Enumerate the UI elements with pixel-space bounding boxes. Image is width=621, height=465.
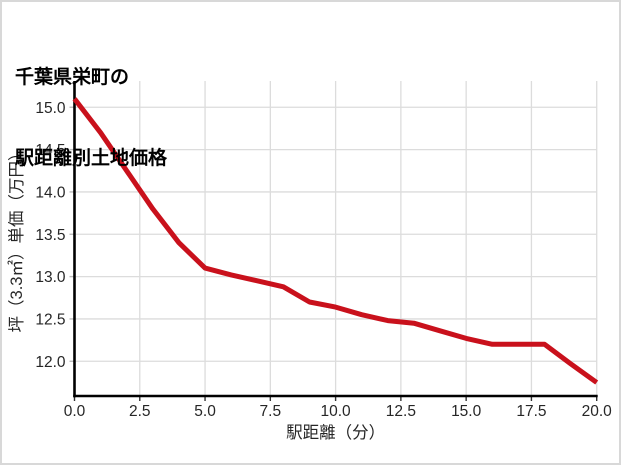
x-tick-label: 2.5: [129, 403, 151, 420]
x-tick-label: 7.5: [260, 403, 282, 420]
x-tick-label: 12.5: [386, 403, 416, 420]
x-tick-label: 5.0: [194, 403, 216, 420]
x-tick-label: 0.0: [64, 403, 86, 420]
chart-title: 千葉県栄町の 駅距離別土地価格: [15, 10, 167, 226]
chart-title-line1: 千葉県栄町の: [15, 67, 130, 88]
y-tick-label: 15.0: [35, 100, 66, 117]
y-tick-label: 13.0: [35, 269, 66, 286]
x-tick-label: 17.5: [516, 403, 546, 420]
y-tick-label: 13.5: [35, 227, 65, 244]
x-tick-label: 15.0: [451, 403, 482, 420]
x-tick-label: 20.0: [582, 403, 613, 420]
chart-title-line2: 駅距離別土地価格: [15, 148, 168, 169]
x-axis-title: 駅距離（分）: [286, 423, 385, 442]
x-tick-label: 10.0: [321, 403, 352, 420]
y-tick-label: 12.5: [35, 311, 65, 328]
y-tick-label: 14.5: [35, 142, 65, 159]
price-line-series: [72, 97, 599, 385]
y-axis-title: 坪（3.3㎡）単価（万円）: [7, 145, 26, 333]
y-tick-label: 14.0: [35, 184, 66, 201]
y-tick-label: 12.0: [35, 354, 66, 371]
